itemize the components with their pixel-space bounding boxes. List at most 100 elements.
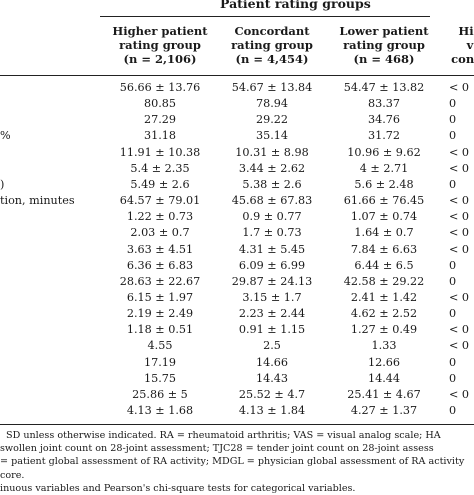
p-value-cell: 0	[449, 113, 457, 127]
table-cell: 1.7 ± 0.73	[242, 226, 302, 240]
table-cell: 1.07 ± 0.74	[350, 210, 418, 224]
table-cell: 5.6 ± 2.48	[354, 177, 414, 191]
table-cell: 31.18	[143, 129, 177, 143]
column-header-line2: rating group	[231, 38, 313, 52]
table-cell: 5.49 ± 2.6	[130, 177, 190, 191]
table-cell: 25.86 ± 5	[132, 387, 188, 401]
table-cell: 61.66 ± 76.45	[343, 194, 425, 208]
table-cell: 1.64 ± 0.7	[354, 226, 414, 240]
table-cell: 2.5	[263, 339, 281, 353]
table-cell: 4 ± 2.71	[359, 161, 409, 175]
p-value-cell: < 0	[449, 339, 470, 353]
column-header-line1: Higher patient	[112, 24, 208, 38]
table-cell: 12.66	[367, 355, 401, 369]
table-cell: 83.37	[367, 97, 401, 111]
group-header: Patient rating groups	[220, 0, 371, 11]
table-cell: 14.66	[255, 355, 289, 369]
table-cell: 1.22 ± 0.73	[126, 210, 194, 224]
table-cell: 29.22	[255, 113, 289, 127]
column-header: Concordant rating group (n = 4,454)	[212, 24, 332, 66]
group-rule	[100, 16, 430, 17]
table-cell: 42.58 ± 29.22	[343, 274, 425, 288]
table-cell: 17.19	[143, 355, 177, 369]
table-cell: 2.23 ± 2.44	[238, 307, 306, 321]
table-cell: 34.76	[367, 113, 401, 127]
column-header-line1: Hig	[458, 24, 474, 38]
p-value-cell: < 0	[449, 145, 470, 159]
footnote-line: SD unless otherwise indicated. RA = rheu…	[6, 430, 441, 441]
column-header-line2: v	[466, 38, 474, 52]
p-value-cell: < 0	[449, 81, 470, 94]
row-label: %	[0, 129, 11, 143]
table-cell: 4.13 ± 1.68	[126, 404, 194, 417]
table-cell: 2.19 ± 2.49	[126, 307, 194, 321]
table-cell: 6.09 ± 6.99	[238, 258, 306, 272]
column-header-line2: rating group	[343, 38, 425, 52]
p-value-cell: < 0	[449, 387, 470, 401]
footnote-line: = patient global assessment of RA activi…	[0, 456, 465, 468]
table-cell: 3.63 ± 4.51	[126, 242, 194, 256]
table-cell: 1.18 ± 0.51	[126, 323, 194, 337]
table-cell: 0.91 ± 1.15	[238, 323, 306, 337]
table-cell: 4.62 ± 2.52	[350, 307, 418, 321]
table-cell: 1.27 ± 0.49	[350, 323, 418, 337]
table-cell: 5.38 ± 2.6	[242, 177, 302, 191]
p-value-cell: 0	[449, 274, 457, 288]
table-cell: 54.67 ± 13.84	[231, 81, 313, 94]
table-cell: 25.41 ± 4.67	[347, 387, 421, 401]
p-value-cell: 0	[449, 97, 457, 111]
p-value-cell: 0	[449, 177, 457, 191]
table-cell: 15.75	[143, 371, 177, 385]
table-cell: 1.33	[371, 339, 397, 353]
column-header-line1: Concordant	[234, 24, 310, 38]
table-cell: 4.13 ± 1.84	[238, 404, 306, 417]
footnote-line: swollen joint count on 28-joint assessme…	[0, 443, 434, 455]
column-header: Higvconco	[410, 24, 474, 66]
table-cell: 4.55	[147, 339, 173, 353]
p-value-cell: < 0	[449, 210, 470, 224]
p-value-cell: < 0	[449, 323, 470, 337]
p-value-cell: 0	[449, 258, 457, 272]
table-cell: 27.29	[143, 113, 177, 127]
p-value-cell: < 0	[449, 290, 470, 304]
table-cell: 29.87 ± 24.13	[231, 274, 313, 288]
table-cell: 0.9 ± 0.77	[242, 210, 302, 224]
column-header: Lower patient rating group (n = 468)	[324, 24, 444, 66]
table-cell: 6.44 ± 6.5	[354, 258, 414, 272]
table-bottom-rule	[0, 424, 474, 425]
table-cell: 25.52 ± 4.7	[238, 387, 306, 401]
column-header: Higher patient rating group (n = 2,106)	[100, 24, 220, 66]
table-cell: 3.15 ± 1.7	[242, 290, 302, 304]
table-cell: 80.85	[143, 97, 177, 111]
table-cell: 35.14	[255, 129, 289, 143]
table-cell: 45.68 ± 67.83	[231, 194, 313, 208]
p-value-cell: 0	[449, 307, 457, 321]
p-value-cell: < 0	[449, 161, 470, 175]
table-cell: 3.44 ± 2.62	[238, 161, 306, 175]
table-cell: 5.4 ± 2.35	[130, 161, 190, 175]
row-label: )	[0, 177, 5, 191]
table-cell: 14.44	[367, 371, 401, 385]
table-cell: 4.31 ± 5.45	[238, 242, 306, 256]
table-cell: 64.57 ± 79.01	[119, 194, 201, 208]
table-cell: 6.36 ± 6.83	[126, 258, 194, 272]
table-cell: 56.66 ± 13.76	[119, 81, 201, 94]
column-header-line2: rating group	[119, 38, 201, 52]
p-value-cell: 0	[449, 129, 457, 143]
header-bottom-rule	[0, 75, 474, 76]
table-cell: 11.91 ± 10.38	[119, 145, 201, 159]
table-cell: 2.41 ± 1.42	[350, 290, 418, 304]
p-value-cell: < 0	[449, 242, 470, 256]
table-cell: 28.63 ± 22.67	[119, 274, 201, 288]
table-cell: 14.43	[255, 371, 289, 385]
column-header-line3: conco	[451, 52, 474, 66]
table-cell: 78.94	[255, 97, 289, 111]
p-value-cell: 0	[449, 355, 457, 369]
column-header-line1: Lower patient	[339, 24, 429, 38]
table-cell: 10.96 ± 9.62	[347, 145, 421, 159]
table-cell: 4.27 ± 1.37	[350, 404, 418, 417]
table-cell: 31.72	[367, 129, 401, 143]
p-value-cell: < 0	[449, 194, 470, 208]
p-value-cell: 0	[449, 404, 457, 417]
column-header-line3: (n = 2,106)	[123, 52, 197, 66]
